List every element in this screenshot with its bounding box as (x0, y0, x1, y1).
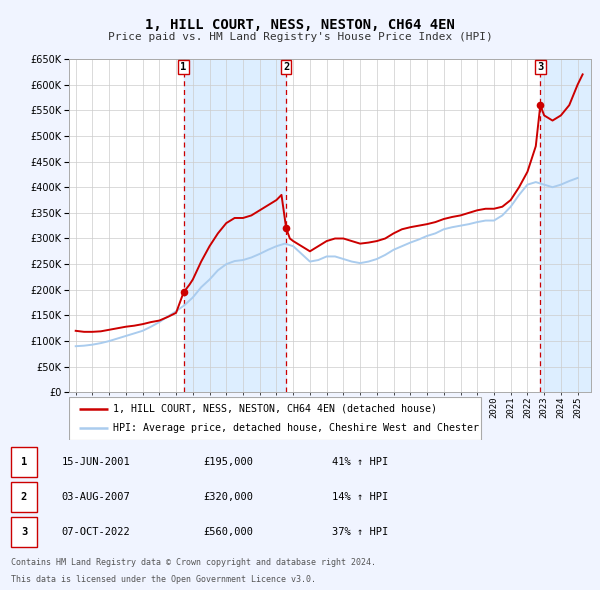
Text: 07-OCT-2022: 07-OCT-2022 (62, 527, 130, 537)
Text: Contains HM Land Registry data © Crown copyright and database right 2024.: Contains HM Land Registry data © Crown c… (11, 558, 376, 567)
Text: This data is licensed under the Open Government Licence v3.0.: This data is licensed under the Open Gov… (11, 575, 316, 584)
FancyBboxPatch shape (11, 482, 37, 512)
Text: HPI: Average price, detached house, Cheshire West and Chester: HPI: Average price, detached house, Ches… (113, 423, 479, 433)
Text: 1: 1 (21, 457, 27, 467)
FancyBboxPatch shape (69, 397, 481, 440)
Text: 14% ↑ HPI: 14% ↑ HPI (332, 492, 388, 502)
Text: £320,000: £320,000 (203, 492, 253, 502)
FancyBboxPatch shape (11, 447, 37, 477)
Text: 3: 3 (21, 527, 27, 537)
FancyBboxPatch shape (11, 517, 37, 548)
Text: 2: 2 (283, 62, 289, 72)
Text: Price paid vs. HM Land Registry's House Price Index (HPI): Price paid vs. HM Land Registry's House … (107, 32, 493, 42)
Bar (541, 59, 591, 392)
Bar (184, 59, 286, 392)
Text: 1, HILL COURT, NESS, NESTON, CH64 4EN (detached house): 1, HILL COURT, NESS, NESTON, CH64 4EN (d… (113, 404, 437, 414)
Text: 1: 1 (181, 62, 187, 72)
Text: 41% ↑ HPI: 41% ↑ HPI (332, 457, 388, 467)
Text: 03-AUG-2007: 03-AUG-2007 (62, 492, 130, 502)
Text: 15-JUN-2001: 15-JUN-2001 (62, 457, 130, 467)
Text: 2: 2 (21, 492, 27, 502)
Text: 3: 3 (537, 62, 544, 72)
Text: £195,000: £195,000 (203, 457, 253, 467)
Text: 1, HILL COURT, NESS, NESTON, CH64 4EN: 1, HILL COURT, NESS, NESTON, CH64 4EN (145, 18, 455, 32)
Text: 37% ↑ HPI: 37% ↑ HPI (332, 527, 388, 537)
Text: £560,000: £560,000 (203, 527, 253, 537)
